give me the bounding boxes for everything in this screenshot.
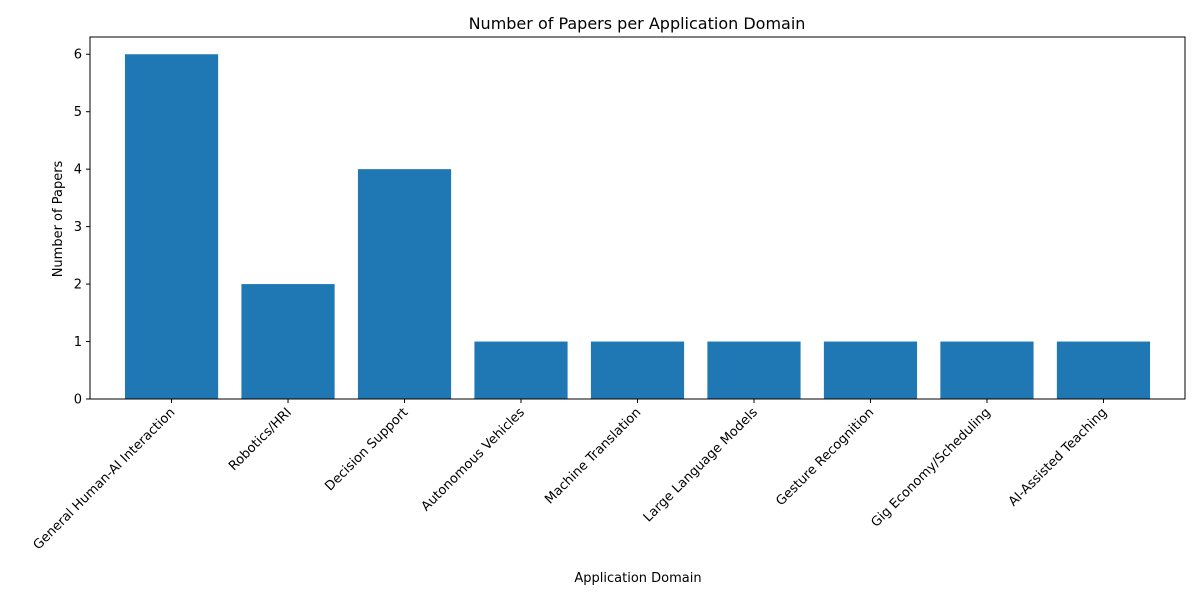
- x-tick-label: Large Language Models: [641, 405, 761, 525]
- x-tick-label: Gig Economy/Scheduling: [869, 405, 994, 530]
- x-tick-label: Robotics/HRI: [226, 405, 295, 474]
- y-tick-label: 4: [74, 163, 82, 178]
- x-axis-ticks: General Human-AI Interaction Robotics/HRI…: [31, 399, 1110, 553]
- x-tick-label: General Human-AI Interaction: [31, 405, 179, 553]
- x-tick-label: AI-Assisted Teaching: [1006, 405, 1110, 509]
- y-axis-label: Number of Papers: [51, 160, 66, 277]
- y-tick-label: 5: [74, 105, 82, 120]
- y-tick-label: 1: [74, 335, 82, 350]
- y-tick-label: 3: [74, 220, 82, 235]
- bar: [590, 341, 685, 399]
- x-tick-label: Decision Support: [322, 405, 411, 494]
- bar: [474, 341, 568, 399]
- bar: [241, 284, 335, 399]
- y-axis-ticks: 0 1 2 3 4 5 6: [74, 48, 90, 408]
- y-tick-label: 2: [74, 278, 82, 293]
- x-tick-label: Machine Translation: [542, 405, 644, 507]
- y-tick-label: 0: [74, 393, 82, 408]
- chart-title: Number of Papers per Application Domain: [469, 14, 806, 33]
- bar: [124, 54, 219, 400]
- bar: [823, 341, 918, 399]
- bar: [707, 341, 801, 399]
- bar: [1056, 341, 1151, 399]
- bar: [357, 169, 452, 399]
- x-tick-label: Gesture Recognition: [773, 405, 877, 509]
- plot-frame: [89, 36, 1186, 400]
- y-tick-label: 6: [74, 48, 82, 63]
- x-axis-label: Application Domain: [574, 571, 701, 586]
- bar: [940, 341, 1034, 399]
- x-tick-label: Autonomous Vehicles: [419, 405, 528, 514]
- bars-group: [124, 54, 1151, 400]
